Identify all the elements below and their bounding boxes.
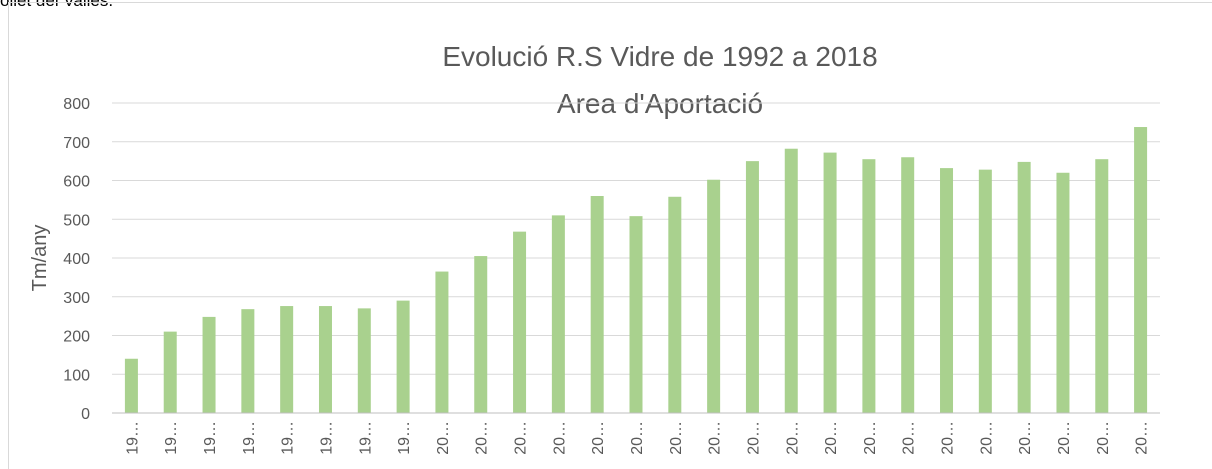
- bar: [357, 308, 371, 413]
- page-text: ollet del Vallès.: [0, 0, 113, 10]
- bar: [823, 152, 837, 413]
- bar: [590, 196, 604, 413]
- y-tick-label: 0: [81, 406, 90, 423]
- x-tick-label: 19…: [396, 421, 413, 455]
- bar: [318, 306, 332, 413]
- x-tick-label: 20…: [862, 421, 879, 455]
- y-tick-label: 300: [63, 290, 90, 307]
- bar: [124, 358, 138, 413]
- bar: [745, 161, 759, 413]
- bar: [707, 179, 721, 413]
- x-tick-label: 19…: [124, 421, 141, 455]
- chart-border: [8, 2, 1212, 469]
- bar: [1134, 127, 1148, 414]
- x-tick-label: 20…: [1056, 421, 1073, 455]
- chart-title: Evolució R.S Vidre de 1992 a 2018: [442, 41, 877, 72]
- x-tick-label: 19…: [318, 421, 335, 455]
- y-tick-label: 800: [63, 96, 90, 113]
- bar: [396, 300, 410, 413]
- x-tick-label: 20…: [1095, 421, 1112, 455]
- x-tick-label: 20…: [940, 421, 957, 455]
- y-tick-label: 100: [63, 367, 90, 384]
- x-tick-label: 20…: [745, 421, 762, 455]
- y-axis-label: Tm/any: [29, 225, 51, 292]
- x-tick-label: 20…: [474, 421, 491, 455]
- x-tick-label: 19…: [163, 421, 180, 455]
- y-tick-label: 600: [63, 174, 90, 191]
- x-tick-label: 20…: [823, 421, 840, 455]
- x-tick-label: 20…: [629, 421, 646, 455]
- x-tick-label: 20…: [590, 421, 607, 455]
- x-tick-label: 20…: [978, 421, 995, 455]
- bar: [1095, 159, 1109, 413]
- bar: [163, 331, 177, 413]
- x-tick-label: 20…: [1017, 421, 1034, 455]
- bar: [668, 196, 682, 413]
- x-tick-label: 19…: [357, 421, 374, 455]
- bar: [978, 169, 992, 413]
- bar: [901, 157, 915, 413]
- x-tick-label: 20…: [784, 421, 801, 455]
- x-tick-label: 19…: [202, 421, 219, 455]
- x-tick-label: 20…: [668, 421, 685, 455]
- bar: [241, 309, 255, 413]
- bar: [551, 215, 565, 413]
- x-tick-label: 19…: [241, 421, 258, 455]
- bar: [435, 271, 449, 413]
- y-tick-label: 200: [63, 329, 90, 346]
- y-tick-label: 500: [63, 212, 90, 229]
- y-tick-label: 400: [63, 251, 90, 268]
- bar: [1056, 172, 1070, 413]
- x-tick-label: 20…: [513, 421, 530, 455]
- x-tick-label: 20…: [707, 421, 724, 455]
- x-tick-label: 19…: [280, 421, 297, 455]
- x-tick-label: 20…: [435, 421, 452, 455]
- bar: [280, 306, 294, 413]
- x-tick-label: 20…: [551, 421, 568, 455]
- bar: [940, 168, 954, 413]
- bar: [862, 159, 876, 413]
- bar: [629, 216, 643, 413]
- x-tick-label: 20…: [1134, 421, 1151, 455]
- bar: [513, 231, 527, 413]
- y-tick-label: 700: [63, 135, 90, 152]
- bar: [1017, 161, 1031, 413]
- x-tick-label: 20…: [901, 421, 918, 455]
- bar: [784, 148, 798, 413]
- bar: [474, 256, 488, 413]
- bar: [202, 316, 216, 413]
